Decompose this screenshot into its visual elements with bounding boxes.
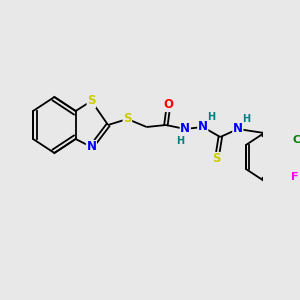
Text: H: H <box>242 114 251 124</box>
Text: F: F <box>291 172 298 182</box>
Text: S: S <box>87 94 96 107</box>
Text: O: O <box>164 98 174 112</box>
Text: Cl: Cl <box>292 135 300 145</box>
Text: H: H <box>176 136 184 146</box>
Text: S: S <box>212 152 221 166</box>
Text: S: S <box>123 112 132 125</box>
Text: N: N <box>233 122 243 136</box>
Text: H: H <box>208 112 216 122</box>
Text: N: N <box>198 121 208 134</box>
Text: N: N <box>180 122 190 136</box>
Text: N: N <box>86 140 96 154</box>
